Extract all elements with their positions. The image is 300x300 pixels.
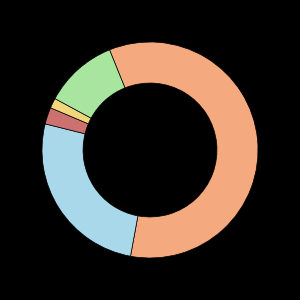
Wedge shape [45, 108, 88, 134]
Wedge shape [51, 99, 91, 124]
Wedge shape [55, 50, 125, 118]
Wedge shape [42, 124, 138, 256]
Wedge shape [110, 42, 258, 258]
